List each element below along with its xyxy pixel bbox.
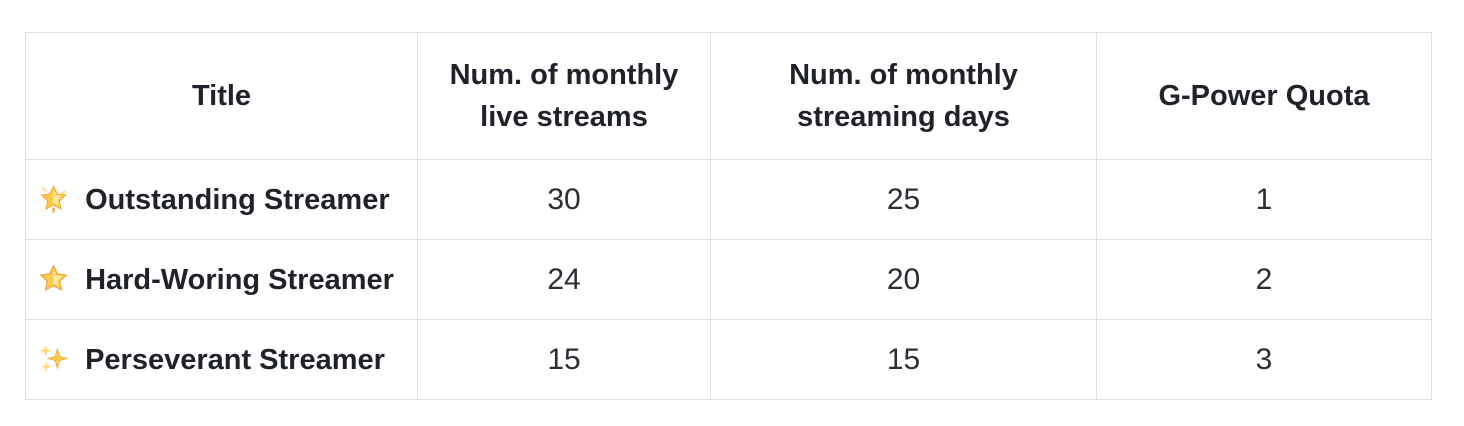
cell-streaming-days: 15: [710, 319, 1097, 400]
streamer-title: Perseverant Streamer: [85, 343, 385, 376]
cell-title: Hard-Woring Streamer: [25, 239, 418, 320]
streamer-title: Outstanding Streamer: [85, 183, 390, 216]
table-row: Hard-Woring Streamer 24 20 2: [25, 239, 1432, 320]
table-row: Outstanding Streamer 30 25 1: [25, 159, 1432, 240]
column-header-live-streams: Num. of monthly live streams: [417, 32, 711, 160]
column-header-title: Title: [25, 32, 418, 160]
column-header-streaming-days: Num. of monthly streaming days: [710, 32, 1097, 160]
cell-title: Perseverant Streamer: [25, 319, 418, 400]
cell-title: Outstanding Streamer: [25, 159, 418, 240]
cell-streaming-days: 20: [710, 239, 1097, 320]
column-header-gpower-quota: G-Power Quota: [1096, 32, 1432, 160]
streamer-quota-table: Title Num. of monthly live streams Num. …: [25, 32, 1432, 400]
star-icon: [38, 263, 69, 294]
cell-streaming-days: 25: [710, 159, 1097, 240]
cell-gpower-quota: 2: [1096, 239, 1432, 320]
cell-live-streams: 24: [417, 239, 711, 320]
cell-gpower-quota: 1: [1096, 159, 1432, 240]
cell-gpower-quota: 3: [1096, 319, 1432, 400]
glowing-star-icon: [38, 183, 69, 214]
streamer-title: Hard-Woring Streamer: [85, 263, 394, 296]
table-container: Title Num. of monthly live streams Num. …: [25, 32, 1432, 400]
sparkles-icon: [38, 343, 69, 374]
cell-live-streams: 30: [417, 159, 711, 240]
cell-live-streams: 15: [417, 319, 711, 400]
header-row: Title Num. of monthly live streams Num. …: [25, 32, 1432, 160]
table-row: Perseverant Streamer 15 15 3: [25, 319, 1432, 400]
